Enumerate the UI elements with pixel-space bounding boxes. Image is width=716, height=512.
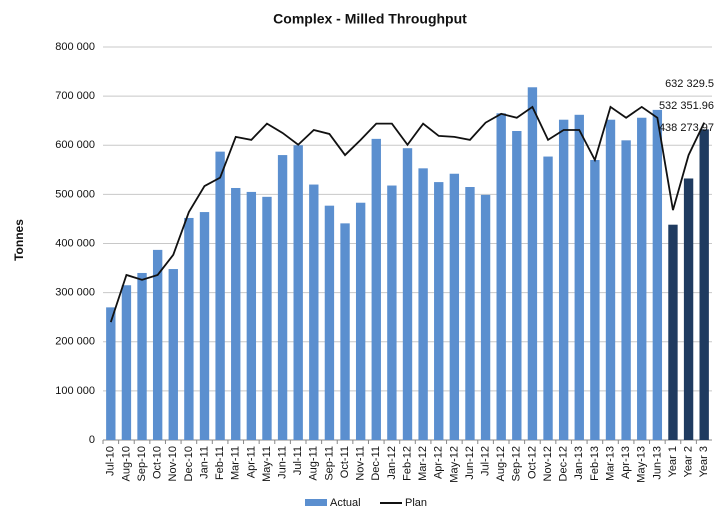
x-tick-label: Dec-12 bbox=[558, 446, 570, 481]
x-tick-label: Feb-13 bbox=[589, 446, 601, 481]
bar bbox=[293, 145, 303, 440]
x-tick-label: Mar-12 bbox=[417, 446, 429, 481]
bar bbox=[137, 272, 147, 440]
bar bbox=[637, 117, 647, 441]
bar bbox=[558, 119, 569, 440]
bar bbox=[590, 159, 600, 441]
x-tick-label: Jun-12 bbox=[464, 446, 476, 480]
x-tick-label: Dec-11 bbox=[370, 446, 382, 481]
bar bbox=[418, 168, 428, 440]
chart-title: Complex - Milled Throughput bbox=[273, 11, 467, 27]
x-tick-label: Feb-12 bbox=[401, 446, 413, 481]
x-tick-label: May-13 bbox=[636, 446, 648, 483]
y-tick-label: 500 000 bbox=[55, 188, 95, 200]
bar bbox=[434, 182, 444, 440]
data-label: 532 351.96 bbox=[659, 100, 714, 112]
x-tick-label: Oct-11 bbox=[339, 446, 351, 478]
x-tick-label: Mar-11 bbox=[230, 446, 242, 480]
x-tick-label: Mar-13 bbox=[604, 446, 616, 481]
x-tick-label: Aug-10 bbox=[120, 446, 132, 481]
bar bbox=[543, 156, 553, 440]
x-tick-label: Jul-11 bbox=[292, 446, 304, 475]
y-tick-label: 800 000 bbox=[55, 41, 95, 53]
bar bbox=[262, 196, 272, 440]
x-tick-label: Apr-12 bbox=[433, 446, 445, 479]
y-tick-label: 100 000 bbox=[55, 385, 95, 397]
bar bbox=[168, 269, 178, 440]
bar bbox=[231, 187, 241, 440]
x-tick-label: May-12 bbox=[448, 446, 460, 483]
plan-line bbox=[109, 105, 706, 323]
bar bbox=[277, 155, 288, 440]
bar bbox=[496, 113, 506, 440]
x-tick-label: Feb-11 bbox=[214, 446, 226, 480]
y-axis-label: Tonnes bbox=[12, 219, 26, 261]
bar bbox=[387, 185, 397, 440]
y-tick-label: 400 000 bbox=[55, 237, 95, 249]
bar bbox=[621, 140, 631, 440]
legend-label: Plan bbox=[405, 497, 427, 509]
x-tick-label: Oct-10 bbox=[152, 446, 164, 479]
x-tick-label: Jan-12 bbox=[386, 446, 398, 480]
x-tick-label: Year 2 bbox=[682, 446, 694, 477]
bar bbox=[199, 212, 210, 440]
x-tick-label: Nov-10 bbox=[167, 446, 179, 481]
x-tick-label: Year 1 bbox=[667, 446, 679, 477]
y-tick-label: 600 000 bbox=[55, 139, 95, 151]
bar bbox=[527, 87, 538, 440]
bar bbox=[512, 131, 522, 440]
x-tick-label: Jul-12 bbox=[479, 446, 491, 476]
bar bbox=[121, 285, 132, 440]
x-tick-label: Year 3 bbox=[698, 446, 710, 477]
x-tick-label: Sep-12 bbox=[511, 446, 523, 481]
bar bbox=[184, 217, 194, 440]
bar bbox=[574, 114, 584, 440]
bar bbox=[106, 307, 116, 440]
x-tick-label: Aug-11 bbox=[308, 446, 320, 481]
bar bbox=[309, 184, 319, 440]
bar bbox=[449, 173, 460, 440]
x-tick-label: Sep-10 bbox=[136, 446, 148, 481]
legend-swatch bbox=[305, 499, 327, 506]
bar bbox=[402, 148, 413, 440]
x-tick-label: Jul-10 bbox=[105, 446, 117, 476]
bar bbox=[668, 224, 678, 440]
bar bbox=[340, 223, 350, 440]
bar bbox=[480, 194, 491, 440]
bar bbox=[246, 191, 257, 440]
bar bbox=[652, 109, 663, 440]
x-tick-label: Oct-12 bbox=[526, 446, 538, 479]
x-tick-label: Dec-10 bbox=[183, 446, 195, 481]
y-tick-label: 0 bbox=[89, 434, 95, 446]
x-tick-label: Jun-11 bbox=[276, 446, 288, 479]
x-tick-label: Jan-13 bbox=[573, 446, 585, 480]
x-tick-label: Apr-11 bbox=[245, 446, 257, 478]
x-tick-label: Apr-13 bbox=[620, 446, 632, 479]
bar bbox=[355, 202, 366, 440]
data-label: 438 273.97 bbox=[659, 122, 714, 134]
bar bbox=[371, 138, 381, 440]
bar bbox=[683, 178, 694, 440]
bar bbox=[699, 129, 709, 440]
bar bbox=[152, 249, 163, 440]
y-tick-label: 300 000 bbox=[55, 287, 95, 299]
legend-label: Actual bbox=[330, 497, 361, 509]
x-tick-label: May-11 bbox=[261, 446, 273, 482]
x-tick-label: Jan-11 bbox=[198, 446, 210, 479]
x-tick-label: Nov-12 bbox=[542, 446, 554, 481]
bar bbox=[605, 119, 616, 440]
x-tick-label: Jun-13 bbox=[651, 446, 663, 480]
bar bbox=[465, 187, 475, 440]
x-tick-label: Nov-11 bbox=[355, 446, 367, 481]
bar bbox=[215, 151, 225, 441]
data-label: 632 329.5 bbox=[665, 78, 714, 90]
y-tick-label: 700 000 bbox=[55, 90, 95, 102]
y-tick-label: 200 000 bbox=[55, 336, 95, 348]
bar bbox=[324, 205, 335, 440]
x-tick-label: Sep-11 bbox=[323, 446, 335, 481]
x-tick-label: Aug-12 bbox=[495, 446, 507, 481]
